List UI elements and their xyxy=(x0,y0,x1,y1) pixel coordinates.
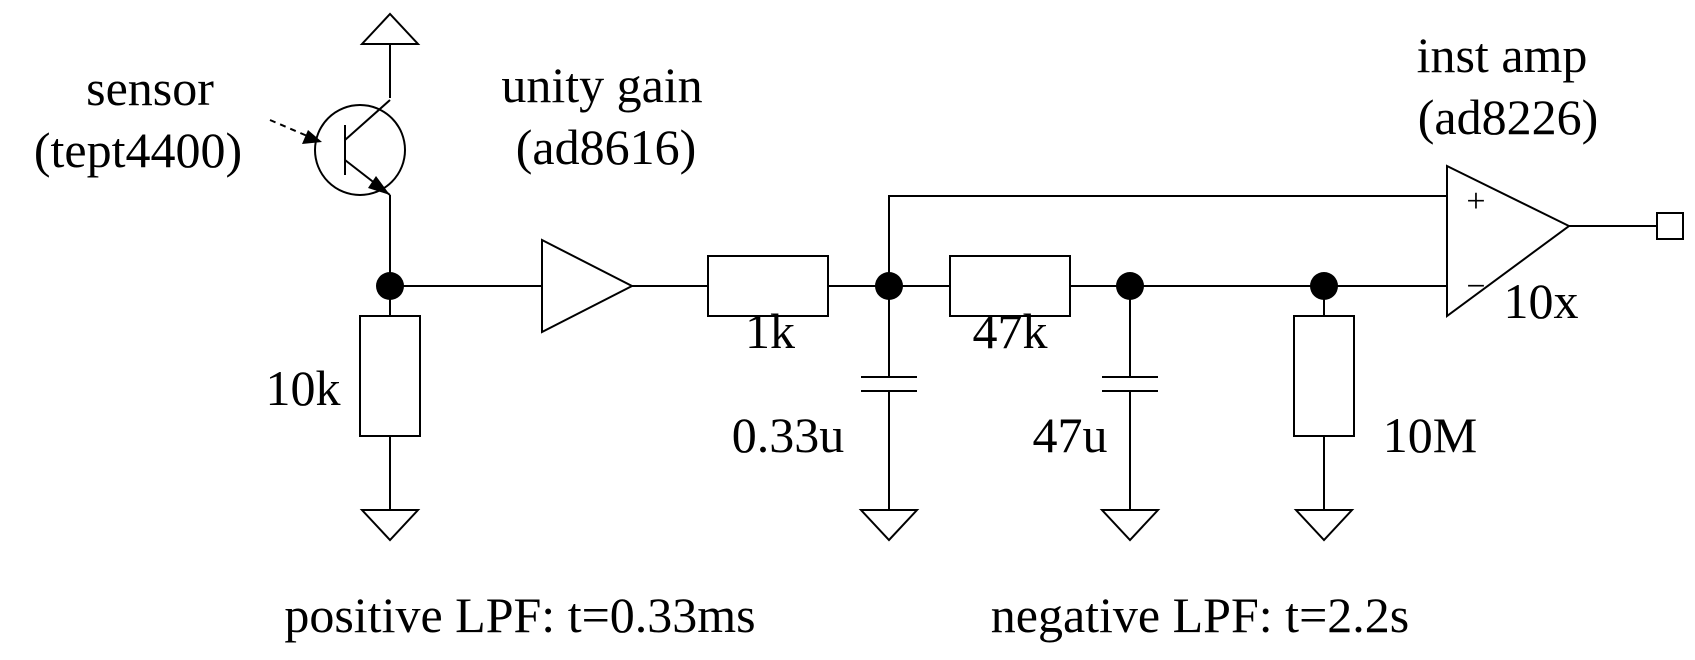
label-gain: 10x xyxy=(1504,273,1579,329)
phototransistor-sensor xyxy=(269,99,406,196)
resistor-47k xyxy=(949,255,1071,317)
label-r-47k: 47k xyxy=(973,303,1048,359)
label-sensor-part: (tept4400) xyxy=(34,122,242,178)
label-sensor: sensor xyxy=(86,60,214,116)
caption-negative-lpf: negative LPF: t=2.2s xyxy=(991,587,1409,643)
unity-gain-buffer xyxy=(541,238,635,334)
instrumentation-amplifier xyxy=(1446,164,1571,318)
resistor-10m xyxy=(1293,315,1355,437)
label-inamp: inst amp xyxy=(1417,27,1588,83)
output-terminal xyxy=(1656,212,1684,240)
label-r-10m: 10M xyxy=(1383,407,1477,463)
label-buffer: unity gain xyxy=(501,57,702,113)
label-c-47u: 47u xyxy=(1033,407,1108,463)
ground-symbol-3 xyxy=(1099,509,1161,542)
label-plus-input: + xyxy=(1466,183,1485,220)
label-buffer-part: (ad8616) xyxy=(516,119,697,175)
label-r-1k: 1k xyxy=(745,303,795,359)
supply-symbol xyxy=(359,12,421,45)
wire-to-plus-input xyxy=(888,195,1447,286)
caption-positive-lpf: positive LPF: t=0.33ms xyxy=(284,587,755,643)
resistor-10k xyxy=(359,315,421,437)
label-inamp-part: (ad8226) xyxy=(1418,89,1599,145)
ground-symbol-2 xyxy=(858,509,920,542)
label-r-10k: 10k xyxy=(266,360,341,416)
ground-symbol-4 xyxy=(1293,509,1355,542)
label-c-033u: 0.33u xyxy=(732,407,845,463)
label-minus-input: − xyxy=(1466,268,1485,305)
ground-symbol-1 xyxy=(359,509,421,542)
